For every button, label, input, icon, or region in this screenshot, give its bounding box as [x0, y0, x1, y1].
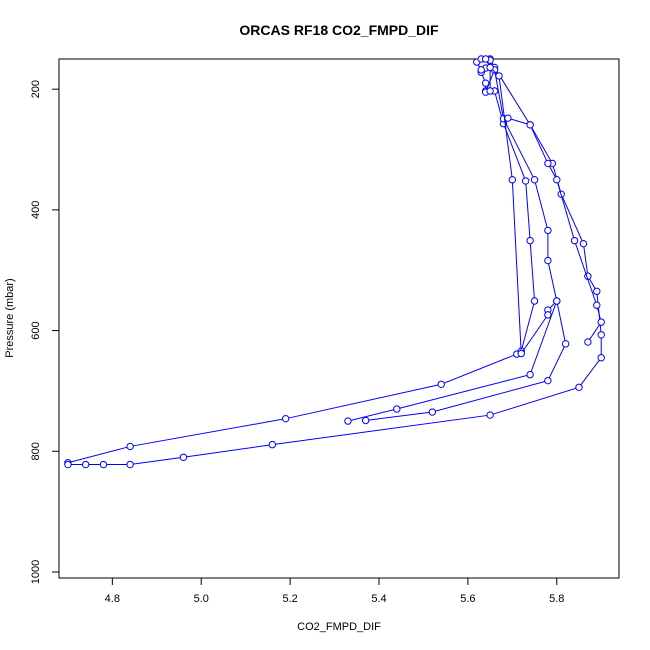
x-axis-label: CO2_FMPD_DIF [297, 621, 381, 633]
data-point [281, 414, 290, 423]
data-point [508, 175, 517, 184]
data-point [597, 354, 605, 362]
data-point [530, 175, 539, 184]
y-axis: 200 400 600 800 1000 [30, 80, 59, 584]
data-point [597, 331, 605, 339]
chart-title: ORCAS RF18 CO2_FMPD_DIF [239, 22, 439, 38]
data-point [437, 380, 445, 388]
data-point [517, 349, 525, 358]
series-line [67, 58, 602, 466]
data-point [584, 338, 592, 346]
y-tick-label: 200 [30, 80, 42, 98]
plot-frame [58, 58, 620, 579]
data-point [428, 408, 437, 416]
data-point [544, 256, 552, 265]
data-point [126, 442, 134, 451]
profile-series [504, 114, 605, 346]
data-point [81, 460, 90, 469]
data-point [561, 340, 570, 348]
data-point [530, 297, 539, 305]
data-point [553, 297, 561, 305]
data-point [526, 121, 534, 129]
x-axis: 4.8 5.0 5.2 5.4 5.6 5.8 [105, 578, 564, 605]
data-point [544, 376, 552, 385]
data-point [486, 87, 494, 95]
data-point [597, 318, 605, 326]
data-point [361, 416, 370, 425]
x-tick-label: 4.8 [105, 593, 120, 605]
data-point [570, 236, 579, 245]
data-point [526, 370, 534, 379]
data-point [593, 301, 601, 309]
data-point [544, 311, 552, 319]
x-tick-label: 5.2 [282, 593, 297, 605]
data-point [544, 159, 552, 168]
data-point [575, 383, 583, 391]
data-point [526, 236, 534, 245]
data-point [521, 177, 530, 185]
x-tick-label: 5.8 [549, 593, 564, 605]
data-point [504, 114, 512, 122]
data-point [481, 55, 490, 63]
y-tick-label: 400 [30, 201, 42, 219]
data-point [486, 63, 494, 72]
data-point [179, 453, 188, 462]
data-point [393, 405, 401, 413]
data-point [99, 460, 108, 469]
y-tick-label: 600 [30, 321, 42, 339]
y-tick-label: 800 [30, 442, 42, 460]
data-point [579, 239, 588, 248]
data-point [344, 417, 352, 425]
profile-series [361, 55, 570, 425]
x-tick-label: 5.4 [371, 593, 386, 605]
data-point [553, 175, 561, 184]
profile-series [64, 55, 605, 469]
data-point [477, 66, 485, 74]
data-point [486, 411, 494, 419]
data-point [544, 226, 552, 235]
series-line [67, 58, 536, 464]
series-line [365, 58, 567, 421]
data-point [268, 440, 277, 449]
data-point [593, 287, 601, 296]
data-point [126, 460, 134, 469]
series-line [347, 60, 558, 422]
x-tick-label: 5.6 [460, 593, 475, 605]
x-tick-label: 5.0 [194, 593, 209, 605]
data-point [495, 72, 503, 80]
data-point [64, 460, 72, 469]
profile-series [64, 55, 539, 467]
plot-series [64, 55, 605, 469]
y-tick-label: 1000 [30, 560, 42, 584]
y-axis-label: Pressure (mbar) [4, 278, 16, 357]
